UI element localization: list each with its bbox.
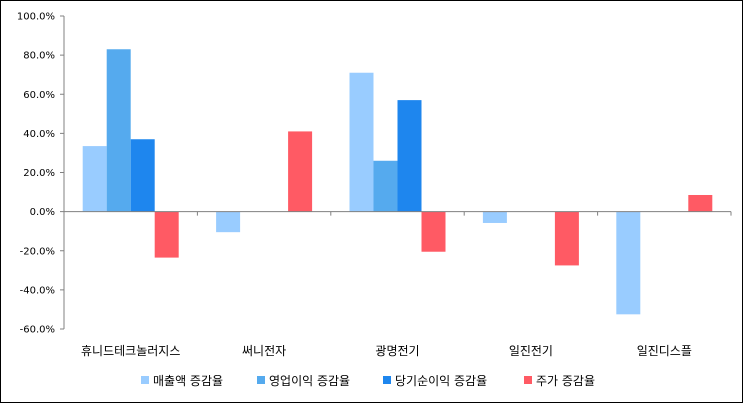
bars <box>82 49 713 315</box>
legend-label: 당기순이익 증감율 <box>395 374 487 388</box>
category-labels: 휴니드테크놀러지스 써니전자 광명전기 일진전기 일진디스플 <box>81 344 692 358</box>
legend-swatch <box>524 376 532 384</box>
y-tick-label: -20.0% <box>20 246 55 257</box>
bar <box>688 194 713 212</box>
y-tick-label: 60.0% <box>23 90 55 101</box>
bar <box>421 211 446 252</box>
legend-swatch <box>141 376 149 384</box>
y-tick-label: 80.0% <box>23 51 55 62</box>
bar <box>130 139 155 212</box>
y-tick-label: 0.0% <box>30 207 55 218</box>
bar <box>373 160 398 212</box>
y-tick-label: 40.0% <box>23 129 55 140</box>
y-tick-label: 100.0% <box>17 12 55 23</box>
bar <box>616 211 641 315</box>
legend: 매출액 증감율 영업이익 증감율 당기순이익 증감율 주가 증감율 <box>141 374 595 388</box>
y-tick-label: 20.0% <box>23 168 55 179</box>
bar <box>554 211 579 266</box>
y-tick-label: -60.0% <box>20 325 55 336</box>
bar <box>154 211 179 258</box>
category-label: 일진전기 <box>509 344 553 358</box>
category-label: 써니전자 <box>242 344 286 358</box>
y-tick-label: -40.0% <box>20 285 55 296</box>
bar <box>288 131 313 212</box>
legend-swatch <box>383 376 391 384</box>
category-label: 휴니드테크놀러지스 <box>81 344 180 358</box>
bar <box>216 211 241 233</box>
category-label: 일진디스플 <box>637 344 692 358</box>
category-label: 광명전기 <box>375 344 419 358</box>
legend-label: 매출액 증감율 <box>153 374 223 388</box>
legend-label: 영업이익 증감율 <box>269 374 350 388</box>
bar <box>82 146 107 212</box>
legend-label: 주가 증감율 <box>536 374 595 388</box>
legend-swatch <box>257 376 265 384</box>
bar <box>397 100 422 212</box>
bar <box>349 72 374 212</box>
bar <box>482 211 507 223</box>
bar <box>106 49 131 212</box>
